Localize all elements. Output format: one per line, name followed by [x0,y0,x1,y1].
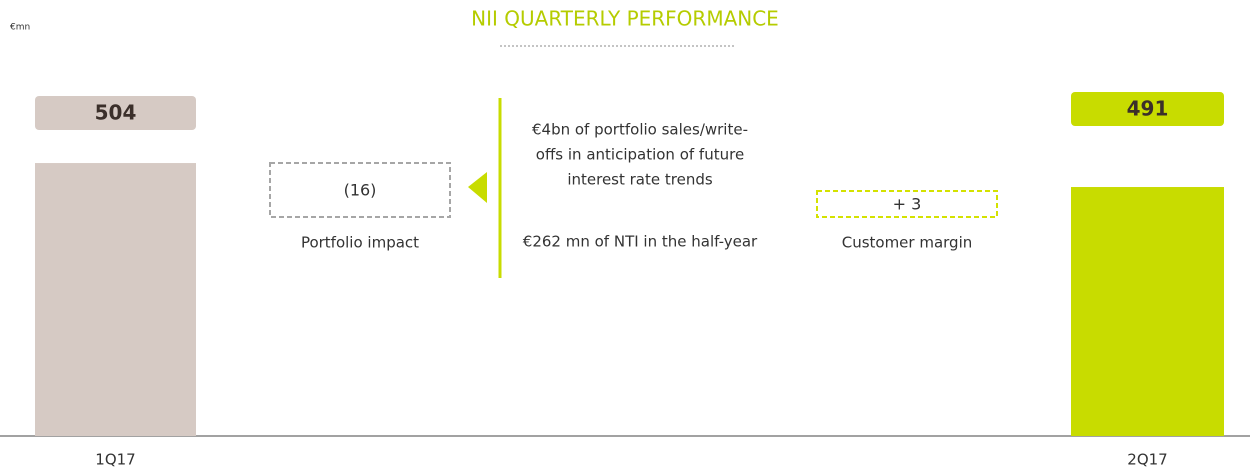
unit-label: €mn [10,23,30,33]
category-label: Customer margin [842,234,973,252]
value-label: + 3 [893,195,922,214]
delta-box [816,190,998,218]
value-label-box [1071,92,1224,126]
chart-title: NII QUARTERLY PERFORMANCE [471,7,779,31]
bar [1071,187,1224,436]
value-label: (16) [344,181,377,200]
x-tick-label: 2Q17 [1127,451,1167,469]
annotation: interest rate trends [567,171,713,189]
value-label-box [35,96,196,130]
annotation: €262 mn of NTI in the half-year [523,233,758,251]
delta-box [269,162,451,218]
arrow [468,172,487,203]
x-tick-label: 1Q17 [95,451,135,469]
bar [35,163,196,436]
value-label: 504 [95,101,137,125]
category-label: Portfolio impact [301,234,419,252]
value-label: 491 [1127,97,1169,121]
annotation: offs in anticipation of future [536,146,744,164]
annotation: €4bn of portfolio sales/write- [532,121,748,139]
